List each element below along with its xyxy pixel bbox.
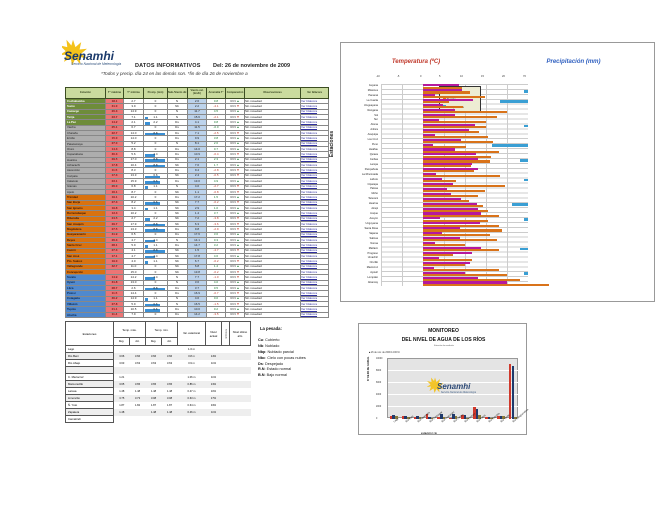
svg-text:Senamhi: Senamhi [64, 49, 115, 63]
svg-text:Servicio Nacional de Meteorolo: Servicio Nacional de Meteorología [441, 391, 477, 394]
svg-text:Servicio Nacional de Meteorolo: Servicio Nacional de Meteorología [71, 62, 121, 66]
svg-text:Senamhi: Senamhi [437, 382, 471, 391]
